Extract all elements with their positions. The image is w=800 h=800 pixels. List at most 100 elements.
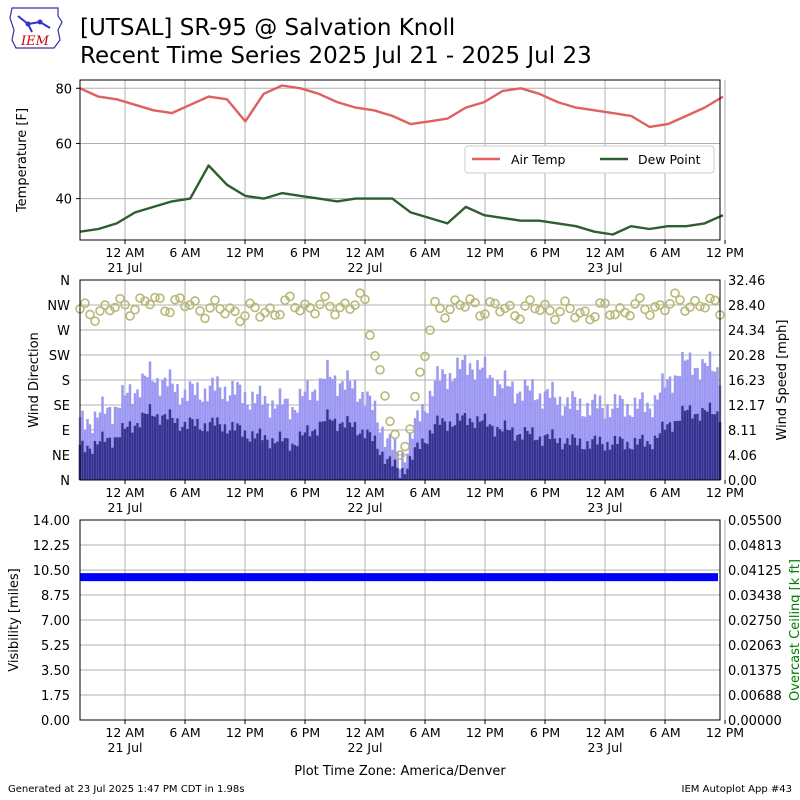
x-date-label: 21 Jul <box>108 260 143 275</box>
wind-speed-bar <box>463 413 467 480</box>
wind-speed-bar <box>553 438 557 480</box>
wind-gust-bar <box>288 419 292 480</box>
wind-speed-bar <box>83 452 87 480</box>
x-tick-label: 12 AM <box>105 485 144 500</box>
wind-direction-point <box>125 311 135 321</box>
wind-direction-point <box>590 312 600 322</box>
wind-speed-bar <box>201 430 204 480</box>
legend-box <box>464 145 715 174</box>
wind-speed-bar <box>543 435 547 480</box>
wind-direction-point <box>100 300 110 310</box>
wind-speed-bar <box>501 431 504 480</box>
ceiling-tick-label: 0.00000 <box>728 714 782 729</box>
wind-speed-bar <box>366 429 369 480</box>
wind-direction-point <box>400 441 410 452</box>
wind-speed-bar <box>373 435 377 480</box>
wind-speed-bar <box>158 424 162 480</box>
x-date-label: 22 Jul <box>348 740 383 755</box>
x-tick-label: 6 AM <box>649 245 680 260</box>
wind-speed-bar <box>181 426 184 480</box>
wind-speed-bar <box>396 467 399 480</box>
wind-speed-bar <box>86 445 89 480</box>
wind-speed-bar <box>243 430 247 480</box>
wind-speed-bar <box>378 455 382 480</box>
ceiling-tick-label: 0.02063 <box>728 639 782 654</box>
wind-speed-bar <box>96 444 99 480</box>
plot-frame <box>79 79 721 241</box>
wind-speed-bar <box>456 413 459 480</box>
wind-dir-tick-label: SW <box>49 349 70 364</box>
wind-speed-bar <box>261 440 264 480</box>
y-axis-label-visibility: Visibility [miles] <box>7 568 22 671</box>
wind-dir-tick-label: N <box>60 274 70 289</box>
wind-speed-bar <box>108 437 112 480</box>
wind-gust-bar <box>541 408 544 480</box>
wind-speed-bar <box>593 435 597 480</box>
wind-speed-bar <box>696 413 699 480</box>
wind-speed-bar <box>443 421 447 480</box>
visibility-tick-label: 3.50 <box>41 664 70 679</box>
wind-speed-bar <box>203 423 207 480</box>
wind-direction-point <box>160 306 170 317</box>
wind-direction-point <box>220 308 230 319</box>
wind-speed-bar <box>711 414 714 480</box>
wind-speed-bar <box>368 432 372 480</box>
wind-speed-bar <box>616 444 619 480</box>
wind-dir-tick-label: E <box>62 424 70 439</box>
x-date-label: 22 Jul <box>348 260 383 275</box>
wind-speed-bar <box>701 408 704 480</box>
wind-speed-bar <box>351 427 354 480</box>
wind-direction-point <box>310 308 320 319</box>
wind-direction-point <box>700 302 710 313</box>
wind-dir-tick-label: NE <box>52 449 70 464</box>
wind-gust-bar <box>601 407 604 480</box>
x-tick-label: 12 AM <box>345 245 384 260</box>
wind-speed-bar <box>266 439 269 480</box>
wind-speed-bar <box>603 450 607 480</box>
wind-direction-point <box>410 391 420 402</box>
wind-direction-point <box>195 306 205 316</box>
wind-speed-bar <box>596 444 599 480</box>
wind-speed-bar <box>628 448 632 480</box>
x-tick-label: 6 PM <box>530 245 560 260</box>
x-tick-label: 12 PM <box>466 245 504 260</box>
wind-speed-bar <box>321 421 324 480</box>
wind-speed-bar <box>213 425 217 480</box>
wind-speed-bar <box>336 431 339 480</box>
wind-direction-point <box>490 298 500 309</box>
wind-speed-bar <box>511 427 514 480</box>
wind-gust-bar <box>648 408 652 480</box>
wind-speed-bar <box>101 431 104 480</box>
wind-speed-bar <box>416 442 419 480</box>
wind-direction-point <box>330 309 340 320</box>
wind-direction-point <box>200 313 210 324</box>
wind-speed-bar <box>151 415 154 480</box>
wind-gust-bar <box>548 397 552 480</box>
wind-speed-bar <box>411 459 414 480</box>
x-tick-label: 6 AM <box>409 245 440 260</box>
wind-speed-bar <box>236 423 239 480</box>
wind-direction-point <box>600 298 610 309</box>
plot-frame <box>79 519 721 721</box>
wind-speed-bar <box>258 428 262 480</box>
wind-direction-point <box>390 429 400 440</box>
wind-speed-bar <box>706 411 709 480</box>
wind-speed-bar <box>426 443 429 480</box>
wind-speed-bar <box>458 420 462 480</box>
wind-direction-point <box>535 305 545 315</box>
wind-direction-point <box>500 303 510 314</box>
wind-speed-bar <box>508 430 512 480</box>
wind-speed-bar <box>693 414 697 480</box>
wind-gust-bar <box>588 415 592 480</box>
visibility-tick-label: 5.25 <box>41 639 70 654</box>
wind-direction-point <box>170 294 180 305</box>
wind-direction-point <box>370 351 380 361</box>
wind-speed-bar <box>298 431 302 480</box>
wind-speed-bar <box>116 437 119 480</box>
wind-speed-bar <box>483 413 487 480</box>
x-tick-label: 12 AM <box>585 245 624 260</box>
wind-speed-bar <box>346 416 349 480</box>
wind-direction-point <box>305 303 315 313</box>
wind-speed-bar <box>651 449 654 480</box>
wind-speed-bar <box>403 474 407 480</box>
